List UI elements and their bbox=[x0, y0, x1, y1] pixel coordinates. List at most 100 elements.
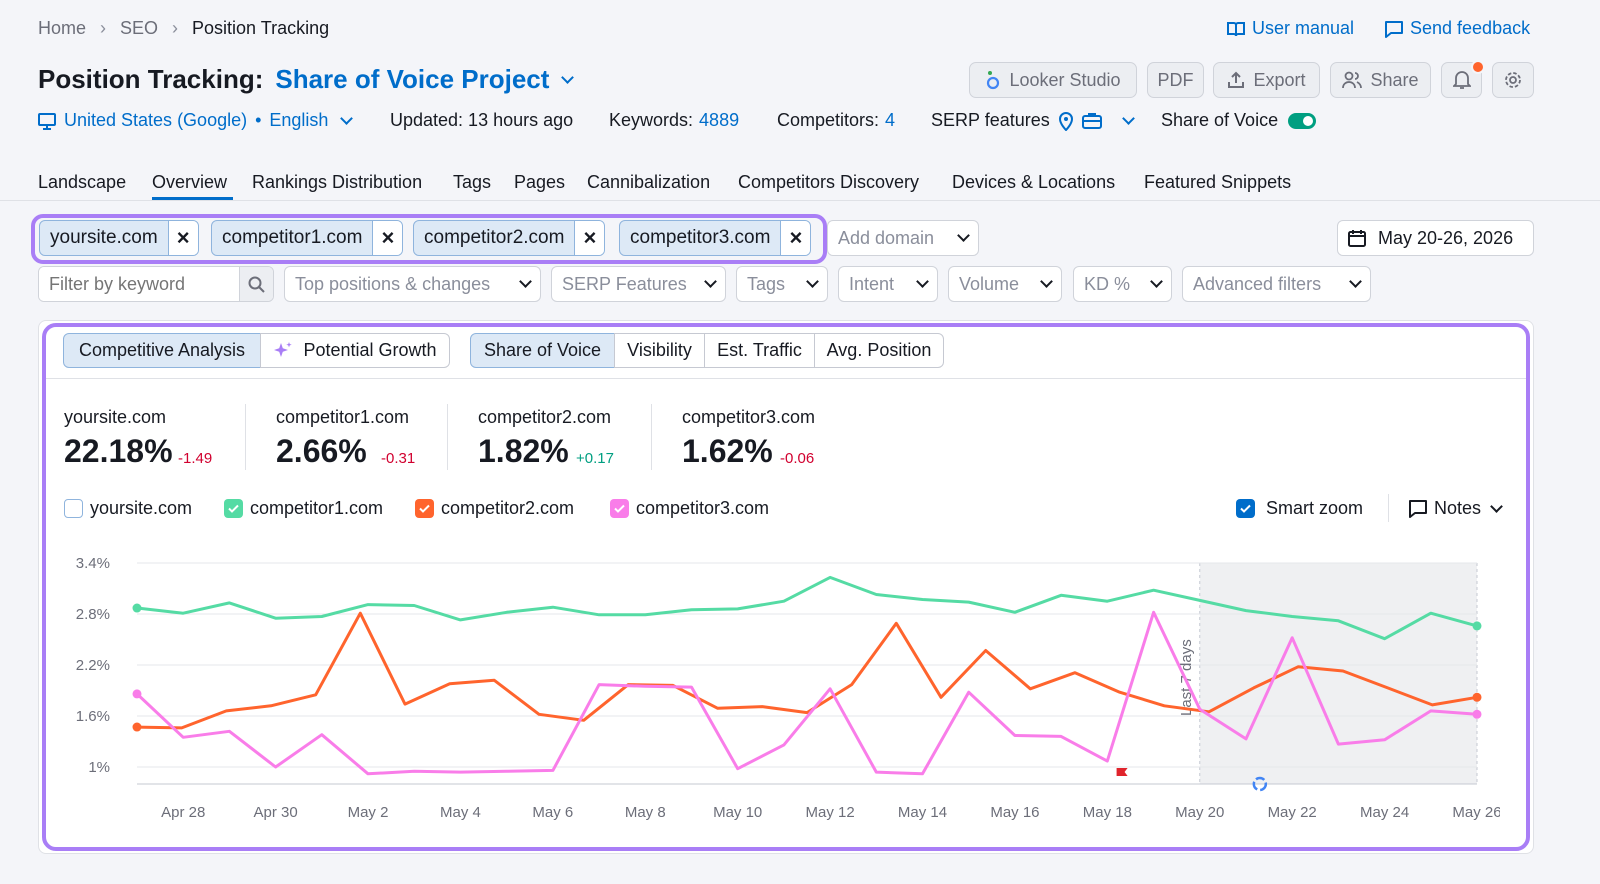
x-tick-label: Apr 28 bbox=[161, 804, 205, 821]
positions-filter[interactable]: Top positions & changes bbox=[284, 266, 541, 302]
tab-rankings-distribution[interactable]: Rankings Distribution bbox=[252, 172, 423, 192]
breadcrumb-home[interactable]: Home bbox=[38, 18, 87, 38]
advanced-filters[interactable]: Advanced filters bbox=[1182, 266, 1371, 302]
sparkle-icon bbox=[274, 341, 293, 357]
project-name: Share of Voice Project bbox=[275, 64, 550, 94]
settings-button[interactable] bbox=[1492, 62, 1534, 98]
book-icon bbox=[1227, 21, 1245, 36]
close-icon[interactable]: × bbox=[372, 221, 403, 255]
share-label: Share bbox=[1370, 69, 1419, 90]
legend-item-competitor3[interactable]: competitor3.com bbox=[610, 498, 769, 519]
keyword-filter-input[interactable] bbox=[39, 267, 239, 301]
x-tick-label: May 20 bbox=[1175, 804, 1224, 821]
share-of-voice-chart: 3.4% 2.8% 2.2% 1.6% 1% Apr 28 Apr 30 May 2 May 4… bbox=[76, 555, 1500, 821]
tab-cannibalization[interactable]: Cannibalization bbox=[587, 172, 711, 192]
keywords-value[interactable]: 4889 bbox=[699, 110, 740, 130]
metric-tab-est-traffic[interactable]: Est. Traffic bbox=[704, 333, 815, 368]
series-start-point bbox=[132, 603, 142, 613]
tab-pages[interactable]: Pages bbox=[514, 172, 566, 192]
competitors-value[interactable]: 4 bbox=[885, 110, 896, 130]
chevron-right-icon: › bbox=[100, 18, 107, 38]
x-tick-label: May 22 bbox=[1268, 804, 1317, 821]
date-range-label: May 20-26, 2026 bbox=[1378, 227, 1514, 248]
smart-zoom-checkbox[interactable]: Smart zoom bbox=[1236, 498, 1363, 519]
tab-landscape[interactable]: Landscape bbox=[38, 172, 127, 192]
looker-studio-button[interactable]: Looker Studio bbox=[969, 62, 1137, 98]
bell-icon bbox=[1452, 71, 1471, 89]
chevron-down-icon bbox=[916, 275, 929, 288]
notes-dropdown[interactable]: Notes bbox=[1409, 498, 1503, 519]
stat-delta: -1.49 bbox=[178, 450, 213, 467]
legend-item-competitor2[interactable]: competitor2.com bbox=[415, 498, 574, 519]
date-range-picker[interactable]: May 20-26, 2026 bbox=[1337, 220, 1534, 256]
serp-features-filter[interactable]: SERP Features bbox=[551, 266, 726, 302]
intent-filter[interactable]: Intent bbox=[838, 266, 938, 302]
serp-features-selector[interactable]: SERP features bbox=[931, 110, 1135, 131]
legend-item-competitor1[interactable]: competitor1.com bbox=[224, 498, 383, 519]
send-feedback-link[interactable]: Send feedback bbox=[1384, 18, 1530, 39]
close-icon[interactable]: × bbox=[780, 221, 811, 255]
share-of-voice-toggle[interactable] bbox=[1288, 112, 1317, 129]
add-domain-label: Add domain bbox=[838, 227, 935, 248]
user-manual-link[interactable]: User manual bbox=[1226, 18, 1354, 39]
close-icon[interactable]: × bbox=[167, 221, 198, 255]
potential-growth-label: Potential Growth bbox=[303, 340, 437, 360]
chevron-down-icon bbox=[806, 275, 819, 288]
potential-growth-tab[interactable]: Potential Growth bbox=[260, 333, 450, 368]
page-title-prefix: Position Tracking: bbox=[38, 64, 264, 94]
location-pin-icon bbox=[1058, 111, 1073, 131]
metric-tab-visibility[interactable]: Visibility bbox=[614, 333, 705, 368]
notification-dot-icon bbox=[1471, 60, 1485, 74]
tab-devices-locations[interactable]: Devices & Locations bbox=[952, 172, 1116, 192]
tabs-divider bbox=[0, 200, 1600, 201]
legend-item-yoursite[interactable]: yoursite.com bbox=[64, 498, 192, 519]
chevron-down-icon bbox=[1490, 499, 1503, 513]
stat-divider bbox=[245, 404, 246, 470]
tab-overview[interactable]: Overview bbox=[152, 172, 228, 192]
x-tick-label: May 12 bbox=[806, 804, 855, 821]
intent-filter-label: Intent bbox=[849, 273, 895, 294]
chevron-down-icon bbox=[1349, 275, 1362, 288]
domain-chip-competitor3: competitor3.com × bbox=[619, 220, 812, 256]
stat-value: 1.62% bbox=[682, 433, 773, 469]
x-tick-label: May 14 bbox=[898, 804, 947, 821]
kd-filter[interactable]: KD % bbox=[1073, 266, 1172, 302]
legend-label: competitor3.com bbox=[636, 498, 770, 518]
tab-tags[interactable]: Tags bbox=[453, 172, 492, 192]
share-of-voice-toggle-group: Share of Voice bbox=[1161, 110, 1317, 131]
stat-value: 2.66% bbox=[276, 433, 367, 469]
x-tick-label: Apr 30 bbox=[254, 804, 298, 821]
add-domain-dropdown[interactable]: Add domain bbox=[827, 220, 979, 256]
export-button[interactable]: Export bbox=[1213, 62, 1320, 98]
looker-studio-label: Looker Studio bbox=[1009, 69, 1121, 90]
tab-competitors-discovery[interactable]: Competitors Discovery bbox=[738, 172, 920, 192]
share-button[interactable]: Share bbox=[1330, 62, 1431, 98]
stat-delta: -0.06 bbox=[780, 450, 815, 467]
tags-filter[interactable]: Tags bbox=[736, 266, 828, 302]
note-icon bbox=[1409, 499, 1427, 518]
serp-features-label: SERP features bbox=[931, 110, 1050, 130]
domain-chip-competitor2: competitor2.com × bbox=[413, 220, 606, 256]
pdf-button[interactable]: PDF bbox=[1147, 62, 1204, 98]
y-tick-label: 1% bbox=[88, 759, 110, 776]
x-tick-label: May 16 bbox=[990, 804, 1039, 821]
close-icon[interactable]: × bbox=[574, 221, 605, 255]
gear-icon bbox=[1505, 72, 1521, 88]
x-tick-label: May 8 bbox=[625, 804, 666, 821]
search-button[interactable] bbox=[239, 267, 273, 301]
volume-filter[interactable]: Volume bbox=[948, 266, 1062, 302]
user-manual-label: User manual bbox=[1252, 18, 1355, 38]
project-selector[interactable]: Share of Voice Project bbox=[275, 64, 575, 95]
keyword-filter bbox=[38, 266, 274, 302]
stat-value: 22.18% bbox=[64, 433, 173, 469]
metric-tab-share-of-voice[interactable]: Share of Voice bbox=[470, 333, 615, 368]
export-label: Export bbox=[1253, 69, 1306, 90]
tab-featured-snippets[interactable]: Featured Snippets bbox=[1144, 172, 1292, 192]
breadcrumb-seo[interactable]: SEO bbox=[120, 18, 159, 38]
metric-tab-label: Visibility bbox=[627, 340, 692, 360]
metric-tab-avg-position[interactable]: Avg. Position bbox=[814, 333, 944, 368]
legend-divider bbox=[1388, 494, 1389, 522]
check-icon bbox=[224, 499, 243, 518]
location-selector[interactable]: United States (Google) • English bbox=[38, 110, 354, 131]
competitive-analysis-tab[interactable]: Competitive Analysis bbox=[63, 333, 261, 368]
